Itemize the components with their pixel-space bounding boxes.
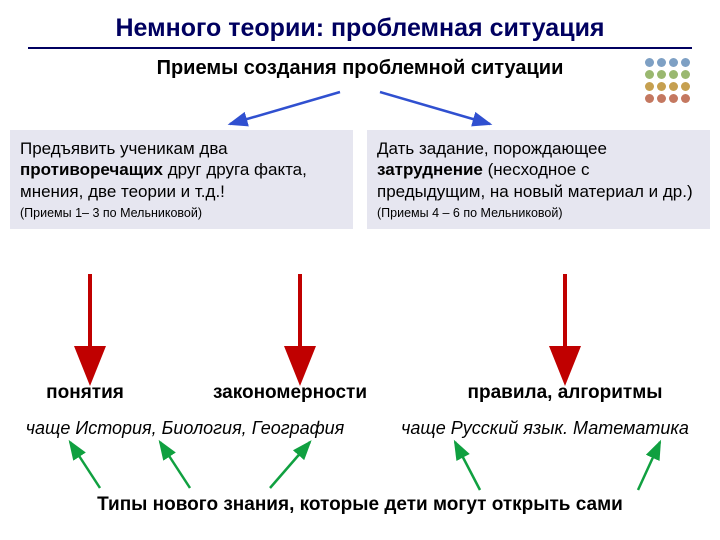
arrows-layer	[0, 0, 720, 540]
